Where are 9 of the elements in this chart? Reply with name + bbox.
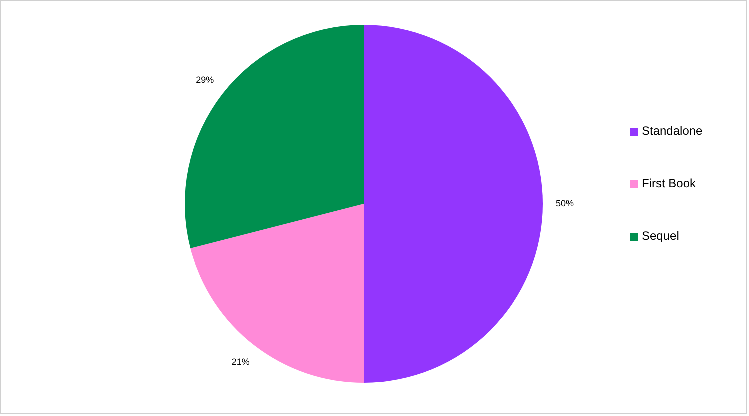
legend-label: First Book bbox=[642, 176, 698, 191]
legend-label: Sequel bbox=[642, 229, 680, 244]
pie-slice bbox=[190, 204, 364, 383]
legend-label: Standalone bbox=[642, 124, 704, 138]
data-label: 21% bbox=[232, 357, 250, 368]
data-label: 29% bbox=[196, 75, 214, 86]
pie-slice bbox=[185, 25, 364, 249]
pie-slice bbox=[364, 25, 543, 383]
data-label: 50% bbox=[556, 198, 574, 208]
